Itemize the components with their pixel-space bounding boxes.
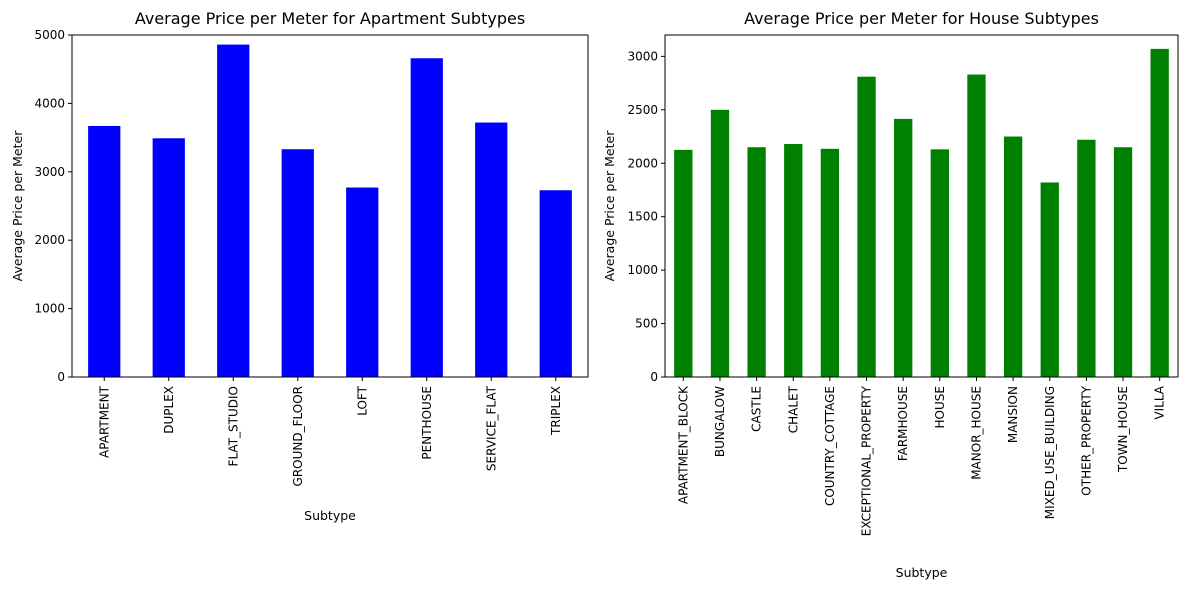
house-x-tick-label: CHALET (786, 385, 800, 433)
house-x-tick-label: BUNGALOW (713, 386, 727, 457)
house-chart: 0 500 1000 1500 2000 2500 3000 APARTMENT_BLOCK B… (602, 9, 1179, 580)
apartment-x-tick-label: TRIPLEX (549, 386, 563, 436)
house-x-tick-label: EXCEPTIONAL_PROPERTY (860, 385, 874, 536)
apartment-x-tick-label: DUPLEX (162, 386, 176, 434)
apartment-y-tick-label: 3000 (34, 165, 65, 179)
apartment-bar (539, 190, 572, 377)
house-y-tick-label: 1000 (627, 263, 658, 277)
house-bar (1003, 136, 1023, 377)
house-x-tick-label: OTHER_PROPERTY (1079, 385, 1093, 495)
apartment-x-tick-label: SERVICE_FLAT (484, 385, 498, 471)
house-chart-title: Average Price per Meter for House Subtyp… (744, 9, 1099, 28)
house-x-tick-label: VILLA (1153, 385, 1167, 419)
house-x-tick-label: MANOR_HOUSE (969, 386, 983, 480)
apartment-x-axis-label: Subtype (304, 508, 356, 523)
house-x-tick-label: FARMHOUSE (896, 386, 910, 461)
house-x-tick-label: COUNTRY_COTTAGE (823, 386, 837, 506)
apartment-y-tick-label: 1000 (34, 302, 65, 316)
apartment-y-tick-label: 4000 (34, 96, 65, 110)
house-bar (857, 76, 876, 378)
house-bar (967, 74, 986, 377)
house-y-tick-label: 500 (635, 317, 658, 331)
house-x-tick-label: MIXED_USE_BUILDING (1043, 386, 1057, 519)
house-bar (1077, 139, 1096, 377)
house-x-tick-label: HOUSE (933, 386, 947, 428)
house-x-tick-label: APARTMENT_BLOCK (676, 385, 690, 504)
apartment-chart-title: Average Price per Meter for Apartment Su… (135, 9, 525, 28)
apartment-bar (217, 44, 250, 378)
house-bar (710, 109, 730, 377)
house-bar (894, 118, 913, 377)
house-bar (1040, 182, 1059, 377)
house-bar (1150, 48, 1169, 378)
apartment-bar (346, 187, 379, 377)
house-bar (784, 144, 803, 377)
house-x-tick-label: TOWN_HOUSE (1116, 386, 1130, 473)
apartment-bar (152, 138, 185, 377)
house-bar (747, 147, 766, 377)
house-y-tick-label: 1500 (627, 210, 658, 224)
house-bar (674, 149, 693, 377)
apartment-y-axis-label: Average Price per Meter (10, 130, 25, 282)
apartment-bar (88, 125, 121, 377)
apartment-x-tick-label: FLAT_STUDIO (226, 386, 240, 466)
house-bar (820, 148, 840, 377)
house-y-axis-label: Average Price per Meter (602, 130, 617, 282)
apartment-y-tick-label: 2000 (34, 233, 65, 247)
house-x-tick-label: CASTLE (750, 386, 764, 432)
apartment-y-tick-label: 0 (57, 370, 65, 384)
house-axes-frame (664, 34, 1179, 378)
house-y-tick-label: 0 (650, 370, 658, 384)
house-x-axis-label: Subtype (896, 565, 948, 580)
apartment-x-tick-label: LOFT (355, 385, 369, 415)
apartment-bar (281, 149, 314, 377)
apartment-x-tick-label: GROUND_FLOOR (291, 386, 305, 486)
house-y-tick-label: 3000 (627, 49, 658, 63)
apartment-chart: 0 1000 2000 3000 4000 5000 APARTMENT DUPLEX FLAT… (10, 9, 589, 523)
apartment-y-tick-label: 5000 (34, 28, 65, 42)
apartment-bar (410, 58, 443, 377)
apartment-bar (475, 122, 508, 377)
apartment-x-tick-label: PENTHOUSE (420, 386, 434, 460)
apartment-x-tick-label: APARTMENT (97, 385, 111, 458)
house-y-tick-label: 2000 (627, 156, 658, 170)
house-y-tick-label: 2500 (627, 103, 658, 117)
apartment-axes-frame (71, 34, 589, 378)
house-bar (1113, 147, 1133, 377)
house-x-tick-label: MANSION (1006, 386, 1020, 443)
house-bar (930, 149, 949, 377)
